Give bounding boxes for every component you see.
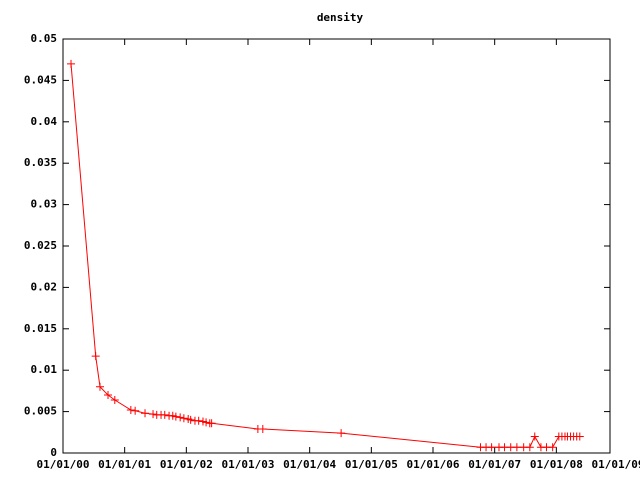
y-tick-label: 0.015 <box>24 322 57 335</box>
y-tick-label: 0.01 <box>31 363 58 376</box>
y-tick-label: 0.02 <box>31 280 58 293</box>
data-point <box>202 418 211 427</box>
x-tick-label: 01/01/06 <box>407 458 460 471</box>
x-tick-label: 01/01/08 <box>530 458 583 471</box>
data-point <box>110 396 119 405</box>
y-tick-label: 0.045 <box>24 73 57 86</box>
plot-border <box>62 38 611 454</box>
data-point <box>337 429 346 438</box>
data-point <box>171 412 180 421</box>
data-point <box>530 432 539 441</box>
y-tick-label: 0.035 <box>24 156 57 169</box>
y-tick-label: 0.04 <box>31 115 58 128</box>
x-tick-label: 01/01/03 <box>222 458 275 471</box>
x-tick-label: 01/01/02 <box>160 458 213 471</box>
data-line <box>70 63 580 448</box>
data-point <box>160 410 169 419</box>
data-point <box>179 414 188 423</box>
data-point <box>176 413 185 422</box>
data-point <box>575 432 584 441</box>
data-point <box>207 419 216 428</box>
y-tick-label: 0 <box>50 446 57 459</box>
data-point <box>487 443 496 452</box>
data-point <box>149 410 158 419</box>
data-point <box>512 443 521 452</box>
data-point <box>141 409 150 418</box>
data-point <box>91 352 100 361</box>
data-point <box>67 59 76 68</box>
data-point <box>131 406 140 415</box>
x-tick-label: 01/01/05 <box>345 458 398 471</box>
data-point <box>186 415 195 424</box>
y-tick-label: 0.05 <box>31 32 58 45</box>
y-tick-label: 0.025 <box>24 239 57 252</box>
x-tick-label: 01/01/00 <box>37 458 90 471</box>
x-tick-label: 01/01/01 <box>98 458 151 471</box>
chart-title: density <box>317 11 364 24</box>
y-tick-label: 0.005 <box>24 405 57 418</box>
data-point <box>548 443 557 452</box>
data-point <box>96 382 105 391</box>
x-tick-label: 01/01/09 <box>592 458 640 471</box>
data-point <box>126 405 135 414</box>
y-tick-label: 0.03 <box>31 198 58 211</box>
x-tick-label: 01/01/07 <box>468 458 521 471</box>
data-point <box>258 424 267 433</box>
data-point <box>525 443 534 452</box>
data-point <box>194 416 203 425</box>
data-point <box>104 391 113 400</box>
x-tick-label: 01/01/04 <box>283 458 336 471</box>
